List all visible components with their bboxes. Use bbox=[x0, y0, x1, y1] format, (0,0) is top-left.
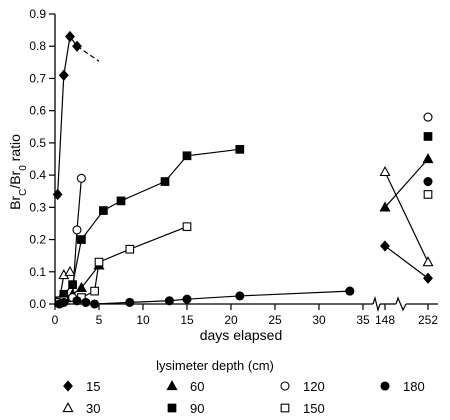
y-tick-label: 0.1 bbox=[29, 265, 46, 279]
data-point-150 bbox=[94, 257, 104, 267]
data-point-180 bbox=[90, 299, 100, 309]
series-lines bbox=[57, 35, 429, 305]
x-tick-label: 148 bbox=[375, 313, 395, 327]
data-point-180 bbox=[125, 297, 135, 307]
data-point-90 bbox=[182, 151, 192, 161]
y-tick-label: 0.5 bbox=[29, 136, 46, 150]
data-point-180 bbox=[81, 297, 91, 307]
series-line-15 bbox=[57, 35, 78, 195]
legend-marker-15 bbox=[63, 380, 73, 392]
x-tick-label: 25 bbox=[268, 313, 282, 327]
legend-marker-60 bbox=[166, 380, 178, 391]
data-point-60 bbox=[379, 201, 391, 212]
data-point-150 bbox=[182, 222, 192, 232]
x-axis-title: days elapsed bbox=[200, 327, 283, 343]
data-point-15 bbox=[72, 40, 82, 52]
data-point-180 bbox=[164, 296, 174, 306]
x-tick-label: 252 bbox=[418, 313, 438, 327]
data-point-180 bbox=[345, 286, 355, 296]
series-line-180 bbox=[59, 290, 350, 305]
y-axis-title: BrC/Br0 ratio bbox=[7, 134, 29, 210]
y-tick-label: 0.0 bbox=[29, 297, 46, 311]
data-point-30 bbox=[422, 256, 434, 267]
legend-title: lysimeter depth (cm) bbox=[156, 358, 274, 373]
legend-marker-150 bbox=[280, 403, 290, 413]
data-point-15 bbox=[58, 69, 69, 81]
legend-marker-30 bbox=[62, 402, 74, 413]
data-point-60 bbox=[422, 153, 434, 164]
x-tick-label: 35 bbox=[356, 313, 370, 327]
data-point-120 bbox=[76, 173, 86, 183]
y-tick-label: 0.8 bbox=[29, 39, 46, 53]
data-point-30 bbox=[64, 265, 76, 276]
x-tick-label: 5 bbox=[96, 313, 103, 327]
data-point-180 bbox=[182, 294, 192, 304]
legend-label-90: 90 bbox=[190, 401, 204, 416]
y-tick-label: 0.3 bbox=[29, 200, 46, 214]
axis-break-mark bbox=[395, 296, 407, 312]
legend-label-15: 15 bbox=[86, 379, 100, 394]
legend-label-60: 60 bbox=[190, 379, 204, 394]
x-tick-label: 10 bbox=[136, 313, 150, 327]
data-point-180 bbox=[423, 177, 433, 187]
data-point-90 bbox=[160, 177, 170, 186]
legend-label-150: 150 bbox=[303, 401, 325, 416]
y-tick-label: 0.4 bbox=[29, 168, 46, 182]
series-late-line-60 bbox=[384, 158, 429, 208]
x-tick-label: 30 bbox=[312, 313, 326, 327]
series-markers bbox=[52, 30, 434, 309]
legend-marker-120 bbox=[280, 381, 290, 391]
data-point-120 bbox=[72, 225, 82, 235]
data-point-180 bbox=[72, 296, 82, 306]
data-point-90 bbox=[116, 196, 126, 206]
data-point-150 bbox=[90, 286, 99, 296]
data-point-15 bbox=[65, 30, 75, 43]
legend-marker-90 bbox=[167, 403, 177, 413]
legend-label-120: 120 bbox=[303, 379, 325, 394]
data-point-90 bbox=[77, 235, 86, 244]
data-point-90 bbox=[99, 206, 108, 215]
axes: 0.0 0.1 0.2 0.3 0.4 0.5 0.6 0.7 0.8 0.9 0 5 10 15 20 25… bbox=[29, 7, 438, 327]
data-point-15 bbox=[380, 240, 390, 252]
legend-marker-180 bbox=[380, 381, 390, 391]
data-point-180 bbox=[235, 291, 245, 301]
data-point-60 bbox=[75, 281, 87, 293]
x-tick-label: 15 bbox=[180, 313, 194, 327]
y-tick-label: 0.6 bbox=[29, 104, 46, 118]
data-point-120 bbox=[423, 112, 433, 122]
data-point-180 bbox=[59, 297, 69, 307]
data-point-150 bbox=[125, 244, 135, 254]
y-tick-label: 0.7 bbox=[29, 71, 46, 85]
series-late-line-30 bbox=[384, 171, 429, 263]
legend: 15 60 120 180 30 90 150 bbox=[62, 379, 425, 416]
data-point-30 bbox=[379, 165, 391, 177]
data-point-150 bbox=[423, 190, 433, 199]
series-late-line-15 bbox=[384, 245, 429, 279]
y-tick-label: 0.2 bbox=[29, 233, 46, 247]
axis-break-mark bbox=[372, 295, 381, 313]
data-point-90 bbox=[68, 280, 77, 290]
x-tick-label: 0 bbox=[52, 313, 59, 327]
legend-label-30: 30 bbox=[86, 401, 100, 416]
data-point-90 bbox=[423, 132, 433, 141]
x-tick-label: 20 bbox=[224, 313, 238, 327]
data-point-90 bbox=[235, 144, 245, 154]
y-tick-label: 0.9 bbox=[29, 7, 46, 21]
data-point-15 bbox=[52, 188, 63, 201]
legend-label-180: 180 bbox=[403, 379, 425, 394]
series-line-90 bbox=[58, 148, 240, 302]
series-dashed-tail-15 bbox=[76, 45, 100, 62]
data-point-15 bbox=[423, 272, 433, 284]
